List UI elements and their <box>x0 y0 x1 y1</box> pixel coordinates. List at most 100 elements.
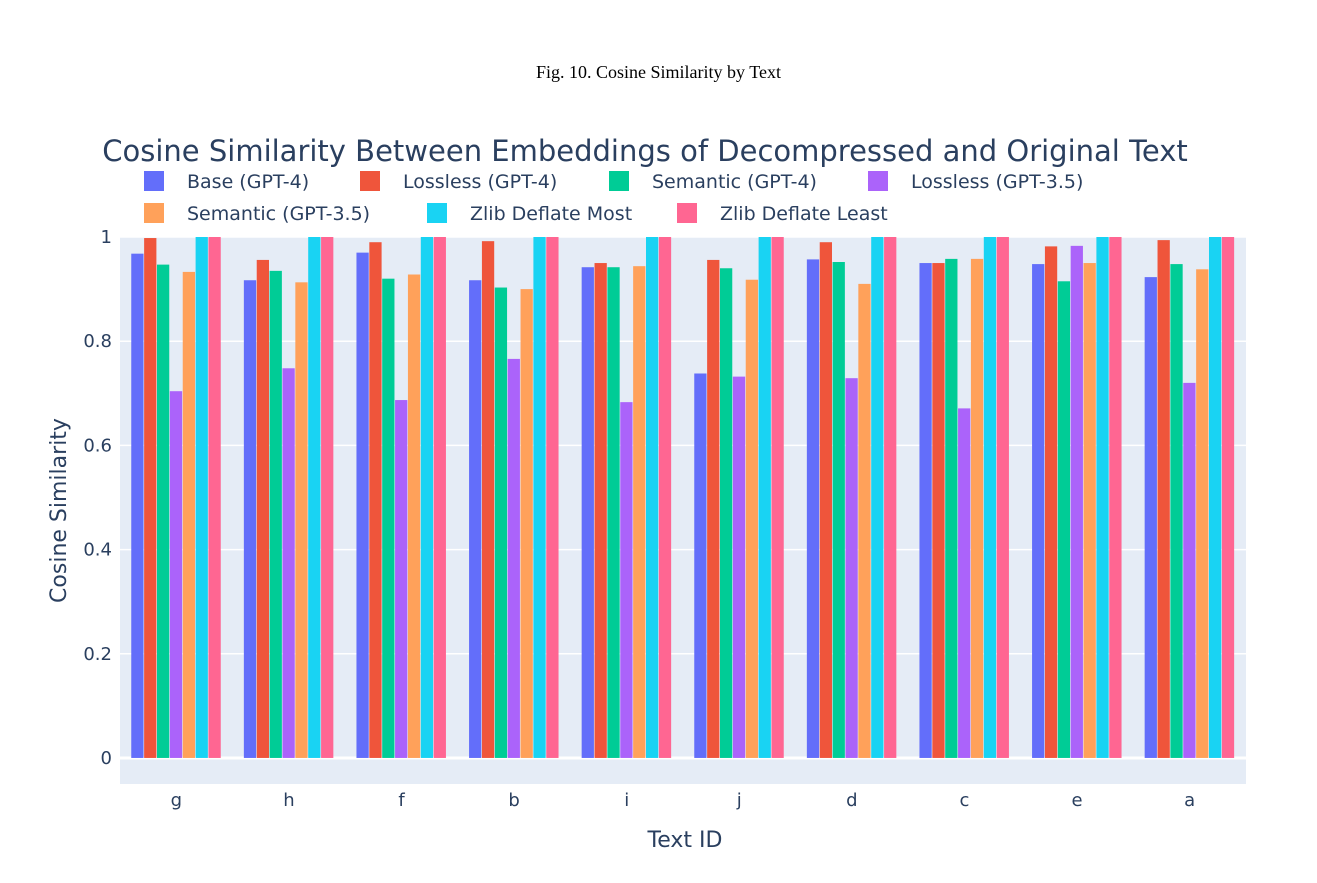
bar <box>282 368 295 758</box>
chart-title: Cosine Similarity Between Embeddings of … <box>102 134 1187 168</box>
bar <box>1083 263 1096 758</box>
bar <box>356 252 369 758</box>
legend-label: Zlib Deflate Most <box>470 203 632 225</box>
bar <box>945 258 958 758</box>
bar <box>732 376 746 758</box>
bar <box>144 238 157 758</box>
bar <box>1183 382 1196 758</box>
bar <box>958 408 971 758</box>
bar <box>382 278 395 758</box>
bar <box>395 400 408 758</box>
legend-swatch <box>868 171 888 191</box>
bar <box>884 237 897 758</box>
x-tick-label: g <box>171 790 182 811</box>
bar <box>1221 237 1235 758</box>
bar <box>1070 245 1083 758</box>
bar <box>256 259 269 758</box>
bar <box>620 402 633 758</box>
bar <box>1032 264 1045 758</box>
legend-swatch <box>609 171 629 191</box>
x-tick-label: f <box>398 790 405 811</box>
bar <box>633 266 646 758</box>
legend-label: Zlib Deflate Least <box>720 203 888 225</box>
bar <box>156 264 170 758</box>
bar <box>983 237 997 758</box>
bar <box>1144 277 1157 758</box>
bar <box>996 237 1009 758</box>
legend-label: Semantic (GPT-4) <box>652 171 817 193</box>
bar <box>369 242 382 758</box>
bar <box>469 280 482 758</box>
bar <box>646 237 659 758</box>
y-axis-label: Cosine Similarity <box>47 418 72 603</box>
bar <box>819 242 832 758</box>
x-axis-label: Text ID <box>647 828 723 853</box>
bar <box>1170 264 1183 758</box>
y-tick-label: 0.4 <box>83 540 112 561</box>
legend-label: Lossless (GPT-4) <box>403 171 557 193</box>
bar <box>1196 269 1209 758</box>
bar <box>131 253 144 758</box>
bar <box>481 241 495 758</box>
bar <box>845 378 858 758</box>
bar <box>308 237 321 758</box>
bar <box>594 263 607 758</box>
bar <box>832 262 845 758</box>
bar <box>520 289 533 758</box>
bar <box>719 268 733 758</box>
bar <box>858 283 871 758</box>
bar <box>507 358 520 758</box>
bar <box>581 267 594 758</box>
legend: Base (GPT-4) Lossless (GPT-4) Semantic (GP… <box>144 171 1083 225</box>
x-tick-label: a <box>1184 790 1195 811</box>
legend-label: Base (GPT-4) <box>187 171 309 193</box>
bar <box>1157 240 1170 758</box>
bar <box>182 271 196 758</box>
bar <box>694 373 707 758</box>
bar <box>919 263 932 758</box>
y-tick-label: 1 <box>101 227 112 248</box>
legend-swatch <box>427 203 447 223</box>
bar <box>607 267 620 758</box>
y-tick-label: 0.6 <box>83 435 112 456</box>
legend-label: Semantic (GPT-3.5) <box>187 203 370 225</box>
legend-swatch <box>144 203 164 223</box>
bar <box>707 259 720 758</box>
legend-label: Lossless (GPT-3.5) <box>911 171 1083 193</box>
bar <box>494 287 508 758</box>
bar <box>533 237 546 758</box>
bar <box>970 258 984 758</box>
bar <box>871 237 884 758</box>
y-tick-label: 0.8 <box>83 331 112 352</box>
bar <box>658 237 672 758</box>
bar <box>745 279 759 758</box>
bar <box>269 270 282 758</box>
x-tick-label: h <box>283 790 294 811</box>
bar <box>243 280 257 758</box>
bar <box>771 237 784 758</box>
x-tick-label: c <box>960 790 970 811</box>
x-tick-label: j <box>736 790 742 811</box>
bar <box>321 237 334 758</box>
legend-swatch <box>677 203 697 223</box>
y-tick-label: 0 <box>101 748 112 769</box>
bar <box>546 237 559 758</box>
bar <box>806 259 820 758</box>
y-tick-label: 0.2 <box>83 644 112 665</box>
figure-caption: Fig. 10. Cosine Similarity by Text <box>536 62 781 82</box>
bar <box>169 391 183 758</box>
bar <box>1096 237 1109 758</box>
bar <box>433 237 446 758</box>
bars <box>131 237 1235 758</box>
bar <box>420 237 434 758</box>
x-tick-label: d <box>846 790 857 811</box>
x-tick-label: b <box>508 790 519 811</box>
legend-swatch <box>360 171 380 191</box>
bar <box>1057 281 1071 758</box>
bar <box>407 274 421 758</box>
bar <box>1044 246 1058 758</box>
legend-swatch <box>144 171 164 191</box>
bar <box>932 263 945 758</box>
